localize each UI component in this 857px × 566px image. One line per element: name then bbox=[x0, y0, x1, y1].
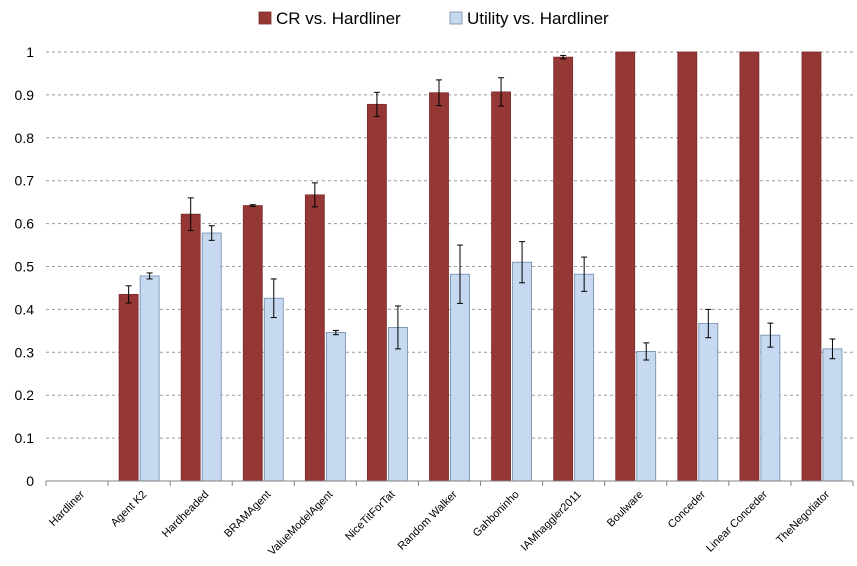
bar bbox=[760, 334, 781, 482]
x-category-label: Hardliner bbox=[47, 488, 87, 528]
y-tick-label: 0.7 bbox=[15, 173, 35, 189]
y-tick-label: 0.1 bbox=[15, 430, 35, 446]
x-category-label: Boulware bbox=[605, 489, 646, 530]
x-category-label: IAMhaggler2011 bbox=[519, 489, 584, 554]
x-category-label: Conceder bbox=[666, 488, 708, 530]
x-category-label: Agent K2 bbox=[109, 489, 149, 529]
y-tick-label: 0.9 bbox=[15, 87, 35, 103]
legend-swatch bbox=[449, 11, 463, 25]
bar bbox=[698, 323, 719, 482]
x-category-label: Hardheaded bbox=[160, 489, 211, 540]
x-category-label: BRAMAgent bbox=[222, 489, 273, 540]
y-tick-label: 0.8 bbox=[15, 130, 35, 146]
bar bbox=[263, 297, 284, 482]
bar bbox=[304, 194, 325, 482]
bar bbox=[180, 213, 201, 482]
bar bbox=[615, 51, 636, 482]
y-tick-label: 0.6 bbox=[15, 216, 35, 232]
y-tick-label: 0.4 bbox=[15, 301, 35, 317]
bar bbox=[450, 273, 470, 482]
legend-swatch bbox=[258, 11, 272, 25]
bar bbox=[739, 51, 760, 482]
bar bbox=[636, 351, 657, 482]
y-tick-label: 1 bbox=[26, 44, 34, 60]
bar bbox=[367, 103, 387, 482]
x-axis: Hardliner Agent K2 Hardheaded BRAMAgentValu… bbox=[45, 480, 854, 558]
bar bbox=[822, 348, 843, 482]
x-category-label: ValueModelAgent bbox=[266, 489, 335, 558]
y-tick-label: 0 bbox=[26, 473, 34, 489]
x-category-label: TheNegotiator bbox=[774, 488, 832, 546]
y-tick-label: 0.5 bbox=[15, 259, 35, 275]
bar bbox=[388, 327, 408, 482]
legend-label: Utility vs. Hardliner bbox=[467, 9, 609, 28]
bar bbox=[512, 261, 532, 482]
legend-label: CR vs. Hardliner bbox=[276, 9, 401, 28]
bar bbox=[242, 205, 263, 482]
bar bbox=[491, 91, 511, 482]
bar bbox=[574, 273, 595, 482]
bar bbox=[677, 51, 698, 482]
x-category-label: Random Walker bbox=[396, 488, 460, 552]
y-tick-label: 0.3 bbox=[15, 344, 35, 360]
y-tick-label: 0.2 bbox=[15, 387, 35, 403]
bar bbox=[325, 332, 346, 482]
bar bbox=[201, 232, 222, 482]
x-category-label: NiceTitForTat bbox=[343, 489, 397, 543]
legend: CR vs. Hardliner Utility vs. Hardliner bbox=[258, 9, 609, 28]
y-axis: 0 0.1 0.2 0.3 0.4 0.5 0.6 0.7 0.8 0.9 1 bbox=[15, 44, 35, 489]
bar bbox=[801, 51, 822, 482]
gridlines bbox=[46, 51, 853, 439]
bars bbox=[118, 51, 843, 482]
x-category-label: Gahboninho bbox=[471, 489, 522, 540]
x-category-label: Linear Conceder bbox=[704, 488, 770, 554]
bar bbox=[553, 56, 574, 482]
bar bbox=[139, 275, 160, 482]
bar bbox=[118, 293, 139, 482]
bar bbox=[429, 92, 449, 482]
